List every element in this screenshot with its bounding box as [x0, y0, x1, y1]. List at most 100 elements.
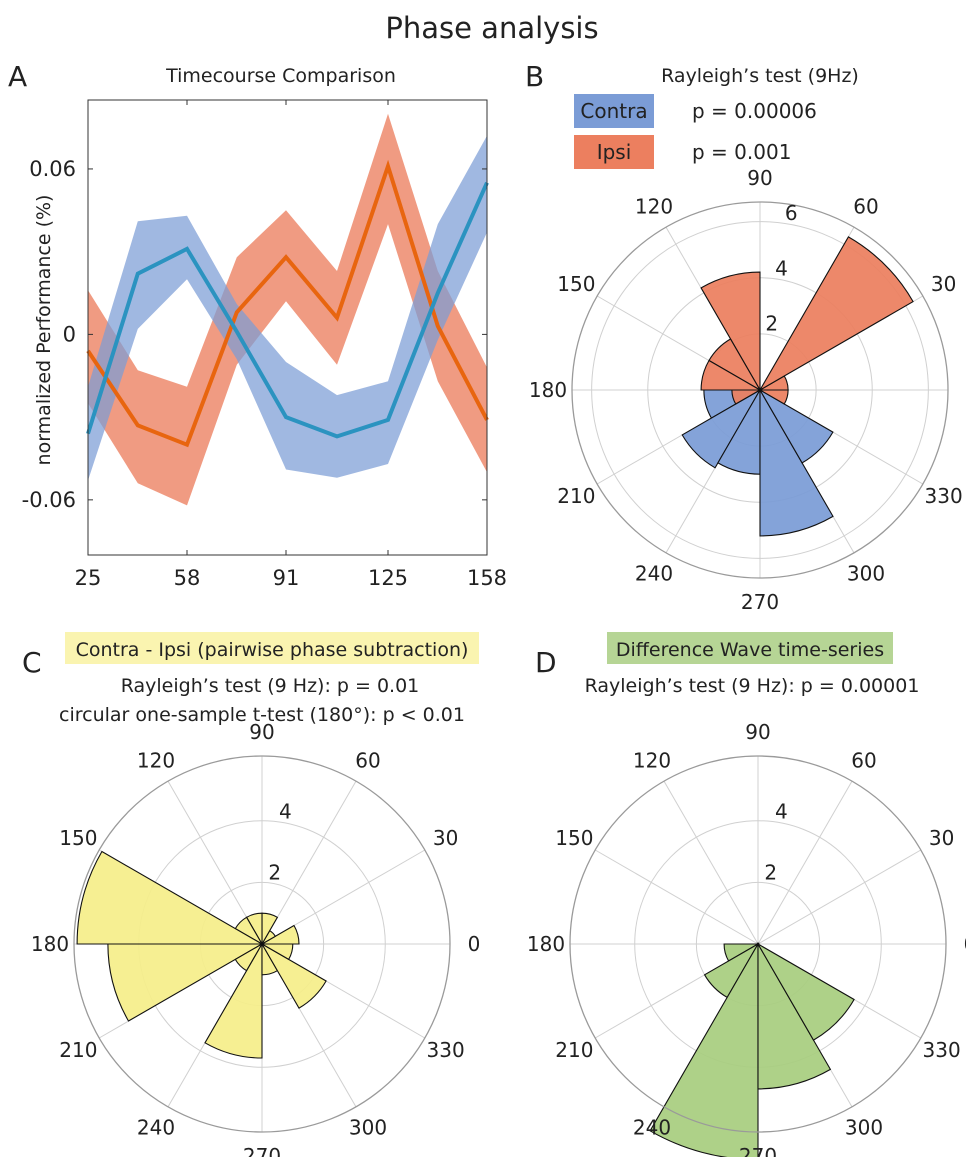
radial-tick-label: 2: [268, 860, 281, 884]
angle-tick-label: 210: [59, 1038, 97, 1062]
data-point-contra: [236, 331, 238, 333]
polar-outer-ring: [571, 201, 949, 579]
confidence-band-contra: [88, 135, 487, 481]
polar-outer-ring: [569, 755, 947, 1133]
angle-tick-label: 90: [747, 166, 772, 190]
data-point-contra: [285, 416, 287, 418]
polar-bin-bin: [259, 943, 294, 961]
angle-tick-label: 210: [557, 484, 595, 508]
data-point-ipsi: [186, 444, 188, 446]
angle-tick-label: 120: [635, 194, 673, 218]
data-point-contra: [186, 248, 188, 250]
angle-tick-label: 120: [633, 748, 671, 772]
angle-tick-label: 300: [847, 562, 885, 586]
data-point-contra: [336, 435, 338, 437]
polar-spoke: [663, 780, 759, 945]
panel-c-title: Contra - Ipsi (pairwise phase subtractio…: [76, 639, 469, 661]
panel-b-letter: B: [525, 60, 544, 93]
title-highlight-green: [607, 632, 893, 664]
polar-bin-ipsi: [700, 271, 761, 393]
polar-spoke: [757, 780, 853, 945]
polar-bin-contra: [758, 388, 834, 464]
angle-tick-label: 30: [929, 826, 954, 850]
angle-tick-label: 300: [349, 1116, 387, 1140]
data-point-ipsi: [336, 317, 338, 319]
polar-outer-ring: [73, 755, 451, 1133]
polar-bin-bin: [649, 941, 759, 1157]
polar-bin-bin: [107, 943, 265, 1022]
data-point-ipsi: [236, 311, 238, 313]
angle-tick-label: 270: [243, 1144, 281, 1157]
panel-a-ylabel: normalized Performance (%): [33, 195, 55, 466]
radial-tick-label: 2: [764, 860, 777, 884]
angle-tick-label: 60: [853, 194, 878, 218]
angle-tick-label: 0: [964, 932, 966, 956]
polar-bin-ipsi: [757, 389, 789, 405]
angle-tick-label: 60: [851, 748, 876, 772]
data-point-ipsi: [285, 256, 287, 258]
x-tick-label: 25: [75, 566, 102, 590]
angle-tick-label: 300: [845, 1116, 883, 1140]
radial-tick-label: 2: [765, 312, 778, 336]
panel-a: Timecourse Comparison normalized Perform…: [22, 65, 507, 590]
angle-tick-label: 180: [31, 932, 69, 956]
angle-tick-label: 120: [137, 748, 175, 772]
polar-bin-bin: [259, 924, 300, 945]
polar-bin-contra: [681, 388, 762, 469]
legend-label-ipsi: Ipsi: [597, 140, 632, 164]
legend-stat-ipsi: p = 0.001: [692, 140, 791, 164]
legend-label-contra: Contra: [580, 99, 647, 123]
polar-bin-bin: [756, 942, 855, 1041]
legend-stat-contra: p = 0.00006: [692, 99, 817, 123]
panel-d-letter: D: [535, 646, 557, 679]
radial-tick-label: 4: [775, 800, 788, 824]
panel-d-line1: Rayleigh’s test (9 Hz): p = 0.00001: [585, 675, 920, 697]
panel-b-title: Rayleigh’s test (9Hz): [661, 65, 859, 87]
confidence-band-ipsi: [88, 113, 487, 506]
angle-tick-label: 330: [925, 484, 963, 508]
radial-tick-label: 4: [775, 257, 788, 281]
angle-tick-label: 270: [741, 590, 779, 614]
polar-bin-bin: [76, 850, 265, 945]
panel-d-title: Difference Wave time-series: [616, 639, 884, 661]
panel-c-line1: Rayleigh’s test (9 Hz): p = 0.01: [121, 675, 420, 697]
polar-bin-ipsi: [700, 359, 763, 391]
polar-bin-contra: [759, 387, 834, 537]
polar-bin-bin: [260, 942, 327, 1009]
polar-plot-b: 0306090120150180210240270300330246: [529, 166, 966, 614]
angle-tick-label: 330: [923, 1038, 961, 1062]
figure-title: Phase analysis: [385, 11, 598, 45]
y-tick-label: -0.06: [22, 488, 76, 512]
x-tick-label: 91: [273, 566, 300, 590]
polar-plot-d: 0 30 60 90 120 150 180 210 240 270 300 330 2 4: [527, 720, 966, 1157]
panel-b: Rayleigh’s test (9Hz) Contra p = 0.00006…: [529, 65, 966, 614]
timecourse-plot: 25 58 91 125 158 -0.06 0 0.06: [22, 99, 507, 590]
polar-bin-bin: [204, 941, 263, 1059]
angle-tick-label: 270: [739, 1144, 777, 1157]
angle-tick-label: 30: [931, 272, 956, 296]
angle-tick-label: 180: [529, 378, 567, 402]
data-point-ipsi: [137, 424, 139, 426]
polar-bin-bin: [757, 941, 832, 1090]
angle-tick-label: 90: [249, 720, 274, 744]
angle-tick-label: 150: [557, 272, 595, 296]
polar-bin-ipsi: [758, 236, 914, 392]
polar-spoke: [594, 849, 759, 945]
angle-tick-label: 240: [635, 562, 673, 586]
angle-tick-label: 60: [355, 748, 380, 772]
angle-tick-label: 90: [745, 720, 770, 744]
angle-tick-label: 240: [633, 1116, 671, 1140]
data-point-contra: [137, 273, 139, 275]
data-point-contra: [387, 419, 389, 421]
y-tick-label: 0.06: [29, 157, 76, 181]
angle-tick-label: 180: [527, 932, 565, 956]
angle-tick-label: 0: [468, 932, 481, 956]
legend: Contra p = 0.00006 Ipsi p = 0.001: [574, 94, 817, 169]
x-tick-label: 125: [368, 566, 408, 590]
legend-swatch-contra: [574, 94, 654, 128]
y-tick-label: 0: [63, 322, 76, 346]
angle-tick-label: 30: [433, 826, 458, 850]
legend-swatch-ipsi: [574, 135, 654, 169]
polar-plot-c: 0 30 60 90 120 150 180 210 240 270 300 330 2 4: [31, 720, 480, 1157]
